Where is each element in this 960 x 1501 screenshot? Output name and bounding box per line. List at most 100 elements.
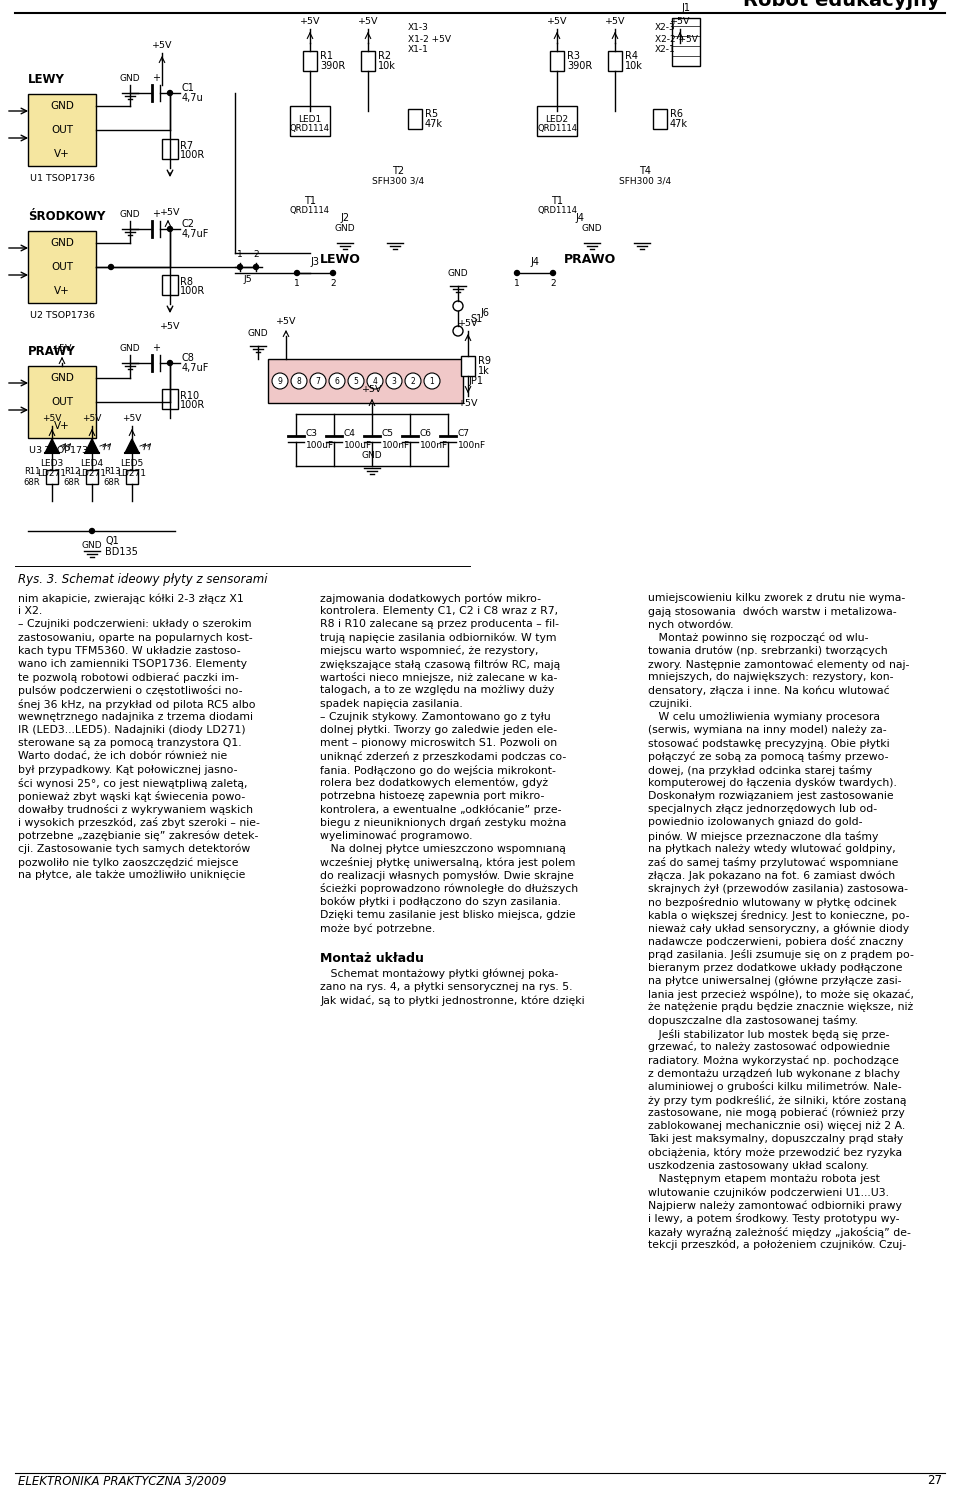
Text: potrzebne „zazębianie się” zakresów detek-: potrzebne „zazębianie się” zakresów dete…: [18, 830, 258, 841]
Text: GND: GND: [120, 344, 140, 353]
Text: J6: J6: [480, 308, 489, 318]
Text: no bezpośrednio wlutowany w płytkę odcinek: no bezpośrednio wlutowany w płytkę odcin…: [648, 896, 897, 908]
Text: wewnętrznego nadajnika z trzema diodami: wewnętrznego nadajnika z trzema diodami: [18, 711, 253, 722]
Text: R8: R8: [180, 278, 193, 287]
Text: powiednio izolowanych gniazd do gold-: powiednio izolowanych gniazd do gold-: [648, 818, 862, 827]
Text: GND: GND: [582, 224, 602, 233]
Bar: [608, 51, 622, 71]
Text: zaś do samej taśmy przylutować wspomniane: zaś do samej taśmy przylutować wspomnian…: [648, 857, 899, 868]
Text: +5V: +5V: [362, 384, 382, 393]
Text: OUT: OUT: [51, 396, 73, 407]
Text: kach typu TFM5360. W układzie zastoso-: kach typu TFM5360. W układzie zastoso-: [18, 645, 241, 656]
Text: 1: 1: [294, 279, 300, 288]
Text: skrajnych żył (przewodów zasilania) zastosowa-: skrajnych żył (przewodów zasilania) zast…: [648, 884, 908, 895]
Text: nadawcze podczerwieni, pobiera dość znaczny: nadawcze podczerwieni, pobiera dość znac…: [648, 937, 903, 947]
Bar: [672, 18, 700, 66]
Text: C5: C5: [382, 429, 394, 438]
Text: trują napięcie zasilania odbiorników. W tym: trują napięcie zasilania odbiorników. W …: [320, 632, 557, 642]
Text: pinów. W miejsce przeznaczone dla taśmy: pinów. W miejsce przeznaczone dla taśmy: [648, 830, 878, 842]
Text: 100R: 100R: [180, 399, 205, 410]
Text: potrzebna histoezę zapewnia port mikro-: potrzebna histoezę zapewnia port mikro-: [320, 791, 544, 802]
Text: GND: GND: [335, 224, 355, 233]
Bar: [537, 107, 577, 137]
Text: QRD1114: QRD1114: [537, 125, 577, 134]
Text: U2 TSOP1736: U2 TSOP1736: [30, 311, 94, 320]
Text: C1: C1: [182, 83, 195, 93]
Text: LED1: LED1: [299, 114, 322, 123]
Text: specjalnych złącz jednorzędowych lub od-: specjalnych złącz jednorzędowych lub od-: [648, 805, 877, 814]
Text: V+: V+: [54, 149, 70, 159]
Text: 100nF: 100nF: [420, 441, 448, 450]
Text: +5V: +5V: [42, 414, 61, 423]
Polygon shape: [45, 438, 59, 453]
Text: zano na rys. 4, a płytki sensorycznej na rys. 5.: zano na rys. 4, a płytki sensorycznej na…: [320, 982, 572, 992]
Text: C3: C3: [306, 429, 318, 438]
Text: 100R: 100R: [180, 287, 205, 296]
Bar: [290, 107, 330, 137]
Text: IR (LED3...LED5). Nadajniki (diody LD271): IR (LED3...LED5). Nadajniki (diody LD271…: [18, 725, 246, 735]
Text: do realizacji własnych pomysłów. Dwie skrajne: do realizacji własnych pomysłów. Dwie sk…: [320, 871, 574, 881]
Text: nim akapicie, zwierając kółki 2-3 złącz X1: nim akapicie, zwierając kółki 2-3 złącz …: [18, 593, 244, 603]
Text: obciążenia, który może przewodzić bez ryzyka: obciążenia, który może przewodzić bez ry…: [648, 1147, 902, 1157]
Text: ponieważ zbyt wąski kąt świecenia powo-: ponieważ zbyt wąski kąt świecenia powo-: [18, 791, 245, 802]
Text: biegu z nieuniknionych drgań zestyku można: biegu z nieuniknionych drgań zestyku moż…: [320, 818, 566, 829]
Text: OUT: OUT: [51, 125, 73, 135]
Text: W celu umożliwienia wymiany procesora: W celu umożliwienia wymiany procesora: [648, 711, 880, 722]
Text: R7: R7: [180, 141, 193, 152]
Text: zastosowaniu, oparte na popularnych kost-: zastosowaniu, oparte na popularnych kost…: [18, 632, 252, 642]
Text: R9: R9: [478, 356, 491, 366]
Text: był przypadkowy. Kąt połowicznej jasno-: był przypadkowy. Kąt połowicznej jasno-: [18, 764, 237, 775]
Circle shape: [253, 264, 258, 270]
Bar: [361, 51, 375, 71]
Circle shape: [367, 374, 383, 389]
Circle shape: [291, 374, 307, 389]
Text: 27: 27: [927, 1474, 942, 1487]
Text: 1: 1: [237, 251, 243, 260]
Text: X2-2 +5V: X2-2 +5V: [655, 35, 698, 44]
Text: 10k: 10k: [378, 62, 396, 71]
Text: X1-2 +5V: X1-2 +5V: [408, 35, 451, 44]
Text: 2: 2: [550, 279, 556, 288]
Text: fania. Podłączono go do wejścia mikrokont-: fania. Podłączono go do wejścia mikrokon…: [320, 764, 556, 776]
Text: 1: 1: [430, 377, 434, 386]
Text: kontrolera. Elementy C1, C2 i C8 wraz z R7,: kontrolera. Elementy C1, C2 i C8 wraz z …: [320, 606, 558, 617]
Text: ŚRODKOWY: ŚRODKOWY: [28, 210, 106, 224]
Text: 100R: 100R: [180, 150, 205, 161]
Circle shape: [310, 374, 326, 389]
Text: LED3
LD271: LED3 LD271: [37, 459, 66, 479]
Circle shape: [167, 360, 173, 366]
Text: QRD1114: QRD1114: [537, 207, 577, 216]
Text: 2: 2: [330, 279, 336, 288]
Text: 7: 7: [316, 377, 321, 386]
Text: PRAWO: PRAWO: [564, 254, 616, 266]
Text: kazały wyraźną zależność między „jakością” de-: kazały wyraźną zależność między „jakości…: [648, 1226, 911, 1238]
Text: +5V: +5V: [83, 414, 102, 423]
Text: R4: R4: [625, 51, 638, 62]
Text: +5V: +5V: [52, 344, 72, 353]
Text: 100uF: 100uF: [306, 441, 334, 450]
Text: ży przy tym podkreślić, że silniki, które zostaną: ży przy tym podkreślić, że silniki, któr…: [648, 1094, 906, 1106]
Text: Q1: Q1: [105, 536, 119, 546]
Text: 390R: 390R: [320, 62, 346, 71]
Circle shape: [167, 90, 173, 96]
Text: LED5
LD271: LED5 LD271: [117, 459, 147, 479]
Text: 4: 4: [372, 377, 377, 386]
Text: boków płytki i podłączono do szyn zasilania.: boków płytki i podłączono do szyn zasila…: [320, 896, 561, 907]
Text: 390R: 390R: [567, 62, 592, 71]
Text: 6: 6: [335, 377, 340, 386]
Text: +5V: +5V: [605, 17, 625, 26]
Text: QRD1114: QRD1114: [290, 125, 330, 134]
Circle shape: [348, 374, 364, 389]
Text: grzewać, to należy zastosować odpowiednie: grzewać, to należy zastosować odpowiedni…: [648, 1042, 890, 1052]
Text: LEWO: LEWO: [320, 254, 360, 266]
Text: 47k: 47k: [670, 119, 688, 129]
Text: czujniki.: czujniki.: [648, 698, 692, 708]
Text: Jeśli stabilizator lub mostek będą się prze-: Jeśli stabilizator lub mostek będą się p…: [648, 1028, 889, 1040]
Text: aluminiowej o grubości kilku milimetrów. Nale-: aluminiowej o grubości kilku milimetrów.…: [648, 1081, 901, 1093]
Text: na płytce, ale także umożliwiło uniknięcie: na płytce, ale także umożliwiło uniknięc…: [18, 871, 246, 880]
Text: +5V: +5V: [358, 17, 378, 26]
Text: LED4
LD271: LED4 LD271: [78, 459, 107, 479]
Text: śnej 36 kHz, na przykład od pilota RC5 albo: śnej 36 kHz, na przykład od pilota RC5 a…: [18, 698, 255, 710]
Circle shape: [237, 264, 243, 270]
Text: OUT: OUT: [51, 263, 73, 272]
